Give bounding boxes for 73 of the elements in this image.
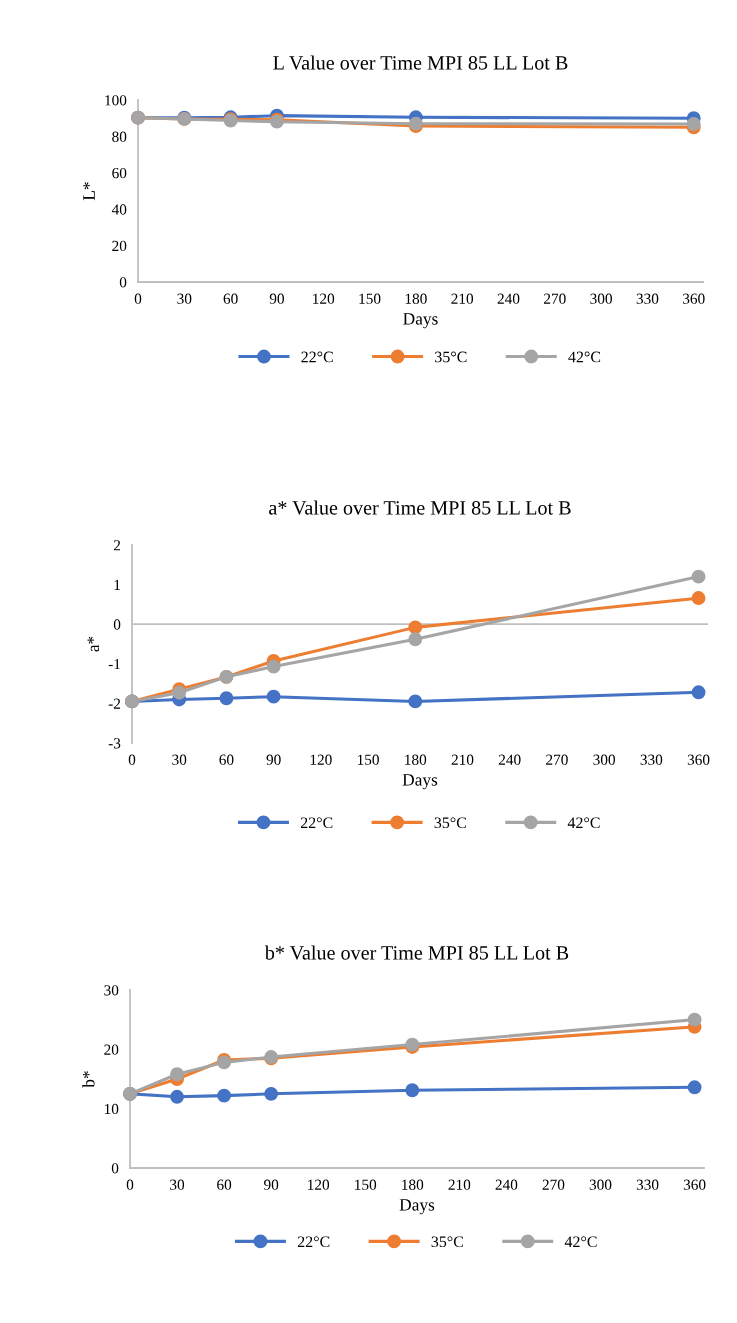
x-tick-label: 360 bbox=[683, 293, 705, 304]
x-tick-label: 330 bbox=[636, 293, 659, 304]
chart-title: L Value over Time MPI 85 LL Lot B bbox=[273, 55, 568, 70]
x-tick-label: 300 bbox=[589, 1179, 612, 1190]
y-tick-label: 0 bbox=[113, 619, 121, 630]
x-tick-label: 120 bbox=[313, 293, 335, 304]
legend-label: 22°C bbox=[301, 351, 333, 363]
x-tick-label: 240 bbox=[498, 754, 521, 765]
x-tick-label: 300 bbox=[590, 293, 612, 304]
legend-label: 42°C bbox=[564, 1236, 597, 1248]
x-tick-label: 120 bbox=[308, 1179, 330, 1190]
x-tick-label: 60 bbox=[223, 293, 238, 304]
chart-title: a* Value over Time MPI 85 LL Lot B bbox=[269, 500, 571, 515]
x-tick-label: 90 bbox=[266, 754, 281, 765]
x-tick-label: 240 bbox=[495, 1179, 518, 1190]
x-tick-label: 120 bbox=[310, 754, 332, 765]
y-tick-label: 1 bbox=[114, 579, 120, 590]
legend-label: 22°C bbox=[297, 1236, 330, 1248]
x-tick-label: 180 bbox=[405, 754, 427, 765]
x-tick-label: 90 bbox=[264, 1179, 279, 1190]
y-tick-label: 80 bbox=[112, 131, 127, 142]
x-tick-label: 150 bbox=[359, 293, 381, 304]
y-tick-label: 20 bbox=[104, 1044, 119, 1055]
y-tick-label: -1 bbox=[108, 659, 120, 670]
x-tick-label: 360 bbox=[683, 1179, 706, 1190]
x-tick-label: 60 bbox=[217, 1179, 232, 1190]
x-axis-title: Days bbox=[399, 1199, 435, 1215]
x-tick-label: 60 bbox=[219, 754, 234, 765]
x-tick-label: 330 bbox=[636, 1179, 659, 1190]
x-tick-label: 210 bbox=[451, 293, 474, 304]
y-tick-label: -3 bbox=[108, 738, 121, 749]
y-tick-label: -2 bbox=[108, 698, 121, 709]
x-tick-label: 270 bbox=[546, 754, 568, 765]
x-tick-label: 270 bbox=[542, 1179, 565, 1190]
y-tick-label: 40 bbox=[111, 204, 127, 215]
legend-label: 22°C bbox=[300, 817, 333, 829]
y-tick-label: 30 bbox=[104, 985, 119, 996]
x-tick-label: 0 bbox=[134, 293, 142, 304]
y-axis-title: L* bbox=[83, 182, 95, 201]
x-tick-label: 360 bbox=[687, 754, 710, 765]
legend-label: 35°C bbox=[434, 817, 466, 829]
x-tick-label: 210 bbox=[448, 1179, 471, 1190]
x-tick-label: 0 bbox=[126, 1179, 134, 1190]
x-tick-label: 150 bbox=[357, 754, 379, 765]
x-tick-label: 90 bbox=[269, 293, 284, 304]
y-tick-label: 100 bbox=[105, 95, 127, 106]
legend-label: 42°C bbox=[567, 817, 600, 829]
x-tick-label: 300 bbox=[593, 754, 616, 765]
y-tick-label: 20 bbox=[112, 240, 127, 252]
x-tick-label: 270 bbox=[544, 293, 566, 304]
y-axis-title: a* bbox=[87, 636, 100, 652]
y-tick-label: 2 bbox=[113, 540, 121, 551]
x-tick-label: 30 bbox=[172, 754, 187, 765]
y-tick-label: 60 bbox=[112, 167, 127, 179]
chart-title: b* Value over Time MPI 85 LL Lot B bbox=[264, 945, 569, 960]
x-tick-label: 240 bbox=[497, 293, 520, 304]
x-tick-label: 0 bbox=[128, 754, 136, 765]
legend-label: 35°C bbox=[435, 351, 467, 363]
x-tick-label: 180 bbox=[402, 1179, 424, 1190]
x-tick-label: 180 bbox=[405, 293, 427, 304]
y-tick-label: 0 bbox=[119, 277, 127, 288]
y-tick-label: 0 bbox=[111, 1163, 119, 1174]
legend-label: 35°C bbox=[431, 1236, 463, 1248]
x-tick-label: 210 bbox=[451, 754, 474, 765]
x-tick-label: 30 bbox=[170, 1179, 185, 1190]
x-tick-label: 330 bbox=[640, 754, 663, 765]
x-axis-title: Days bbox=[402, 774, 438, 790]
y-axis-title: b* bbox=[82, 1071, 95, 1088]
x-axis-title: Days bbox=[403, 313, 438, 329]
legend-label: 42°C bbox=[568, 351, 601, 363]
x-tick-label: 30 bbox=[177, 293, 192, 304]
y-tick-label: 10 bbox=[104, 1103, 119, 1115]
x-tick-label: 150 bbox=[355, 1179, 377, 1190]
